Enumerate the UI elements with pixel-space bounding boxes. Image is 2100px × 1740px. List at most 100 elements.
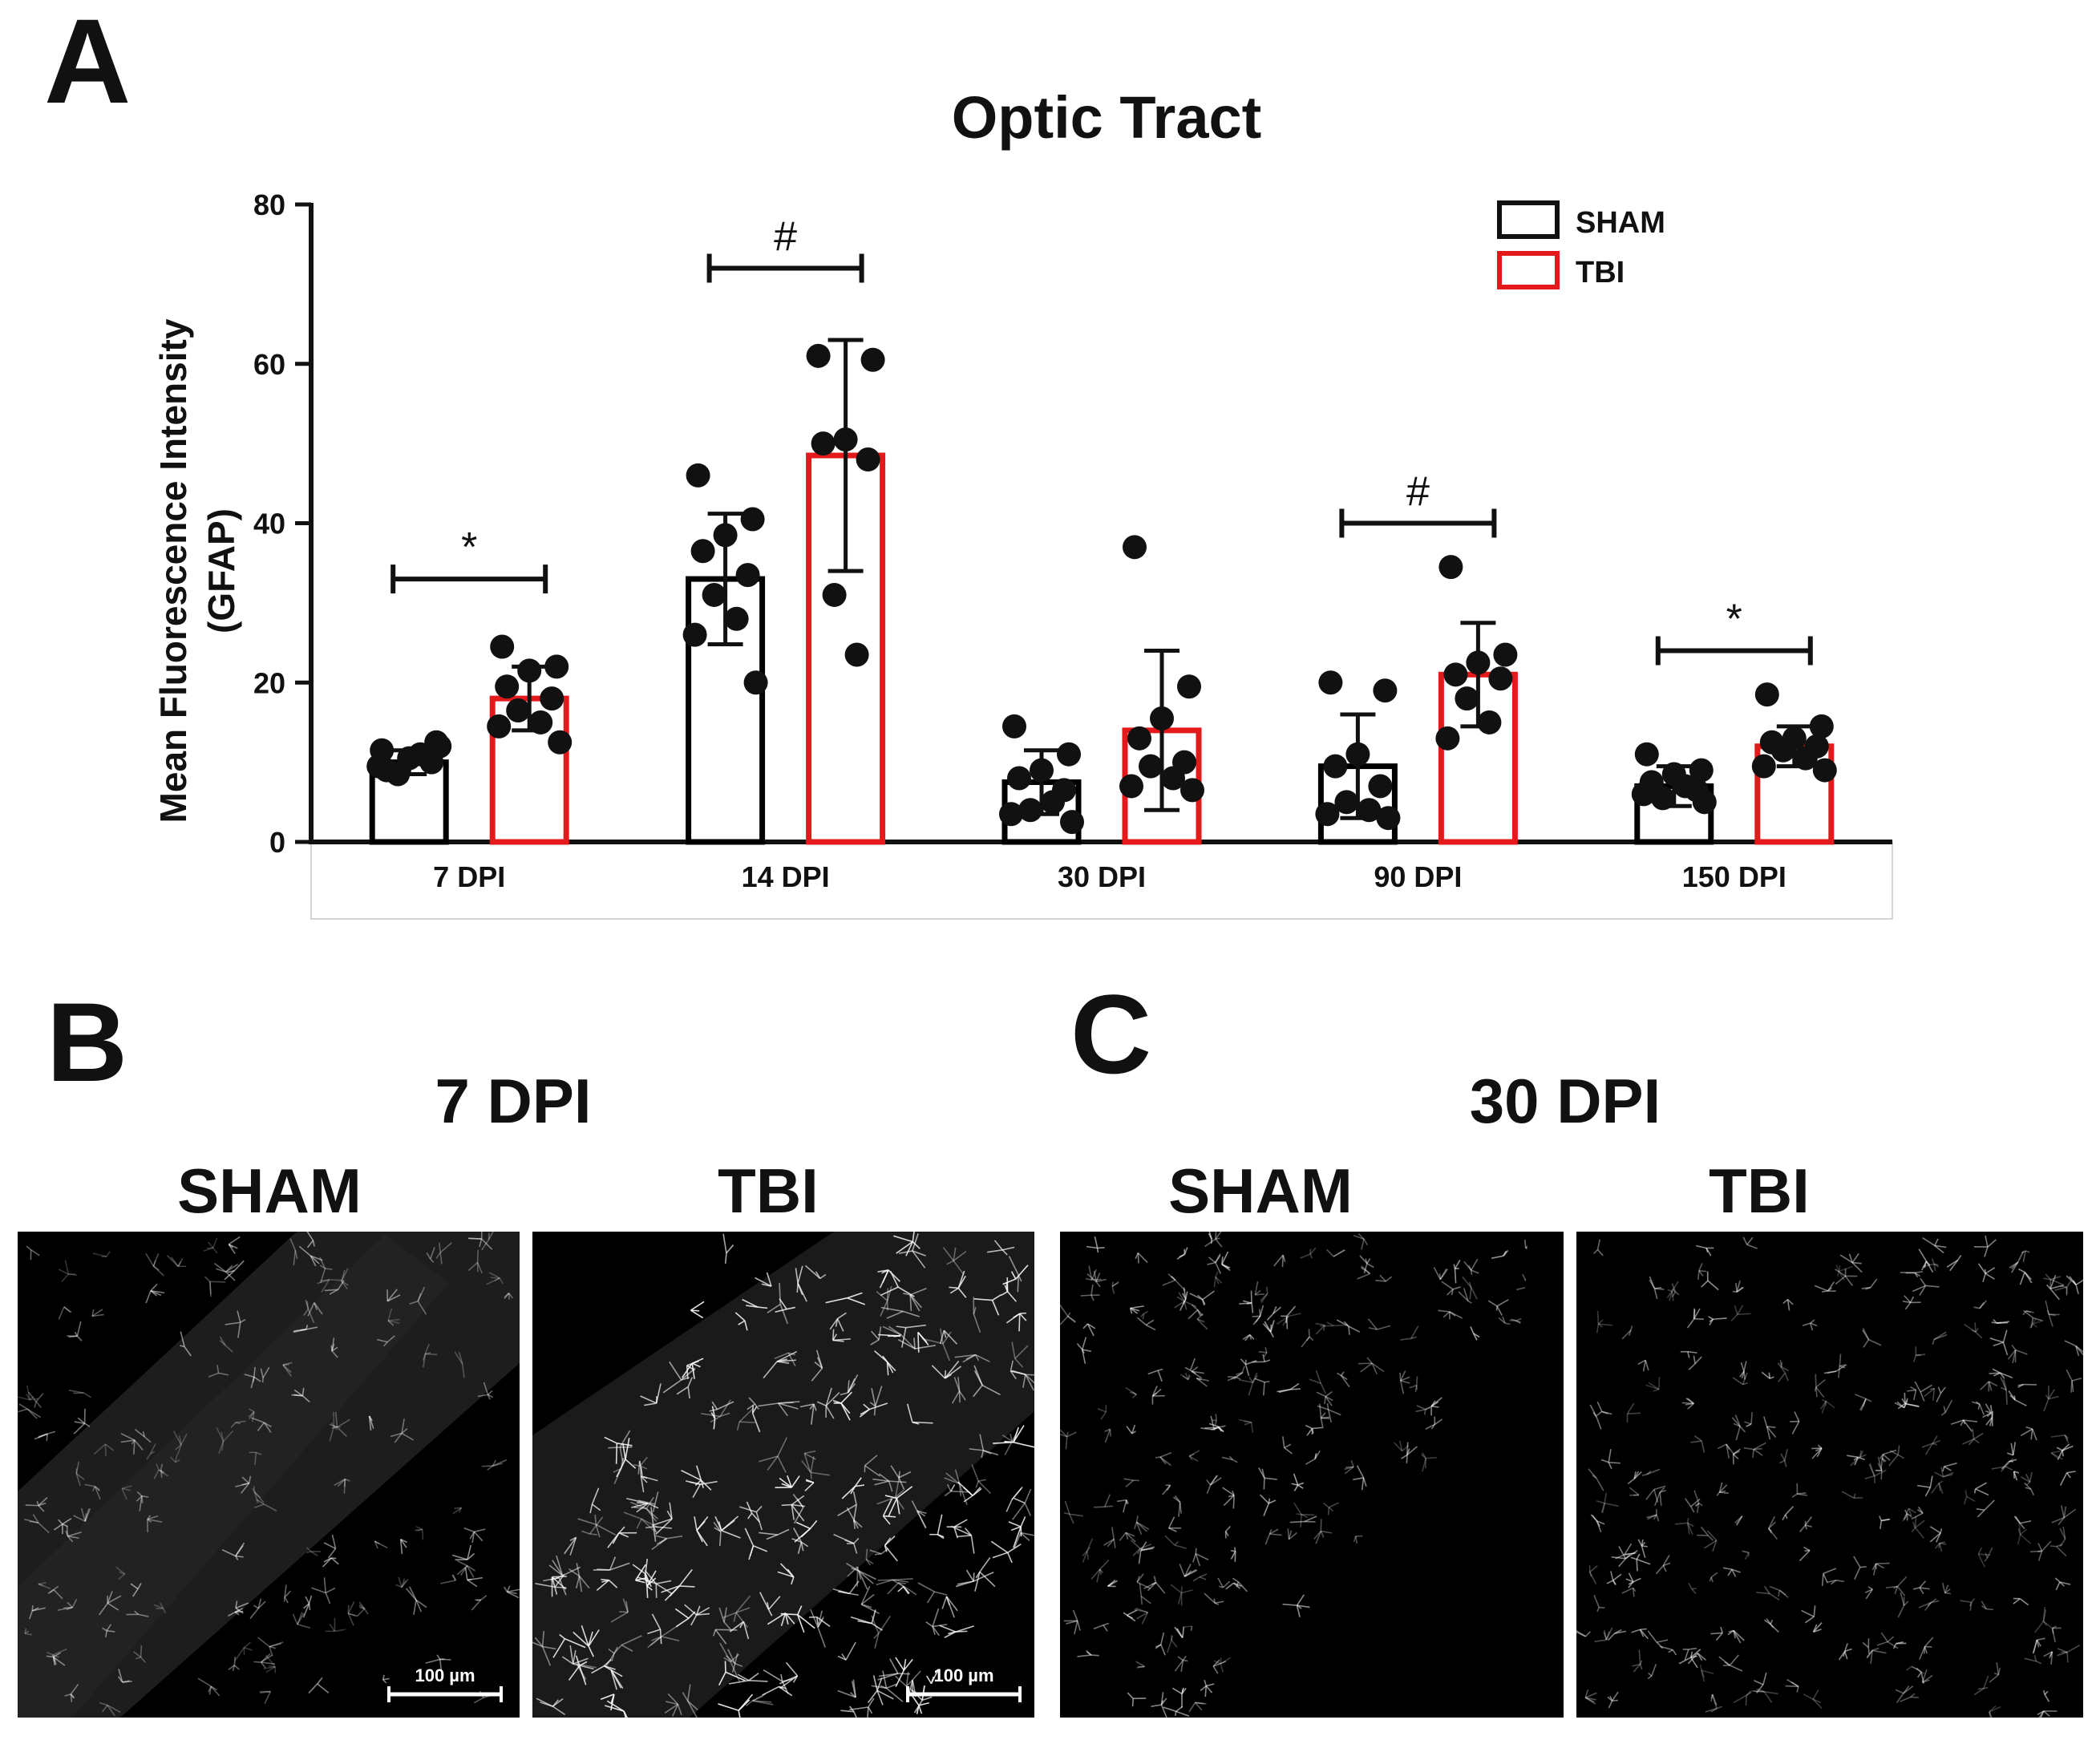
astrocyte — [1002, 1265, 1029, 1285]
astrocyte — [1258, 1347, 1268, 1358]
astrocyte — [1621, 1325, 1633, 1340]
astrocyte — [1082, 1538, 1094, 1564]
astrocyte — [1204, 1592, 1224, 1606]
astrocyte — [1401, 1442, 1418, 1464]
astrocyte — [607, 1526, 637, 1548]
astrocyte — [1353, 1535, 1363, 1544]
astrocyte — [283, 1584, 292, 1604]
astrocyte — [1189, 1290, 1215, 1306]
astrocyte — [504, 1293, 514, 1300]
astrocyte — [1940, 1399, 1953, 1416]
astrocyte — [1900, 1271, 1924, 1278]
astrocyte — [208, 1365, 229, 1378]
astrocyte — [1103, 1527, 1116, 1548]
astrocyte — [1206, 1475, 1222, 1494]
astrocyte — [1005, 1486, 1023, 1512]
astrocyte — [576, 1663, 597, 1681]
astrocyte — [2013, 1597, 2029, 1606]
astrocyte — [1734, 1690, 1752, 1706]
astrocyte — [1790, 1411, 1800, 1434]
point-sham-150-dpi-7 — [1631, 782, 1656, 807]
astrocyte — [1897, 1392, 1920, 1410]
astrocyte — [634, 1564, 646, 1584]
astrocyte — [1666, 1281, 1679, 1301]
astrocyte — [751, 1405, 761, 1433]
astrocyte — [1316, 1390, 1333, 1406]
astrocyte — [468, 1223, 493, 1250]
point-sham-150-dpi-1 — [1689, 758, 1714, 783]
astrocyte — [1233, 1366, 1245, 1380]
astrocyte — [24, 1628, 32, 1636]
point-tbi-14-dpi-0 — [806, 343, 831, 368]
astrocyte — [1932, 1331, 1948, 1345]
astrocyte — [2001, 1459, 2017, 1470]
astrocyte — [1862, 1638, 1870, 1654]
astrocyte — [1705, 1702, 1723, 1713]
astrocyte — [1839, 1252, 1863, 1273]
astrocyte — [1853, 1556, 1867, 1580]
astrocyte — [1487, 1299, 1509, 1316]
astrocyte — [1777, 1362, 1790, 1382]
astrocyte — [1213, 1657, 1232, 1673]
astrocyte — [887, 1582, 917, 1596]
astrocyte — [1904, 1509, 1912, 1521]
panel-a-label: A — [44, 0, 131, 128]
astrocyte — [1590, 1514, 1605, 1532]
point-sham-30-dpi-2 — [1030, 758, 1054, 783]
micrograph-c-tbi — [1573, 1232, 2088, 1724]
astrocyte — [1176, 1247, 1188, 1260]
astrocyte — [1063, 1609, 1081, 1635]
astrocyte — [1239, 1372, 1258, 1396]
astrocyte — [1212, 1414, 1217, 1426]
micrograph-b-sham: 100 µm — [13, 1223, 521, 1718]
astrocyte — [2007, 1442, 2017, 1456]
astrocyte — [1627, 1471, 1642, 1485]
legend-label-sham: SHAM — [1576, 206, 1665, 240]
astrocyte — [172, 1430, 188, 1455]
astrocyte — [25, 1497, 48, 1512]
astrocyte — [334, 1478, 350, 1494]
astrocyte — [1885, 1576, 1908, 1596]
point-sham-30-dpi-3 — [1007, 766, 1031, 791]
astrocyte — [405, 1586, 427, 1615]
astrocyte — [1645, 1485, 1666, 1503]
astrocyte — [1681, 1398, 1694, 1410]
astrocyte — [481, 1459, 508, 1471]
astrocyte — [804, 1479, 815, 1492]
astrocyte — [993, 1425, 1035, 1448]
astrocyte — [1659, 1645, 1677, 1656]
point-tbi-30-dpi-0 — [1123, 535, 1147, 560]
astrocyte — [1573, 1629, 1592, 1637]
astrocyte — [467, 1249, 484, 1274]
point-sham-14-dpi-0 — [686, 463, 710, 488]
astrocyte — [1204, 1425, 1226, 1433]
astrocyte — [1182, 1625, 1193, 1632]
astrocyte — [1293, 1502, 1315, 1528]
astrocyte — [414, 1526, 424, 1540]
astrocyte — [532, 1631, 556, 1666]
astrocyte — [1252, 1354, 1271, 1363]
astrocyte — [568, 1655, 588, 1685]
astrocyte — [1912, 1580, 1930, 1595]
astrocyte — [368, 1415, 374, 1431]
astrocyte — [409, 1286, 427, 1315]
astrocyte — [1162, 1484, 1171, 1495]
astrocyte — [1593, 1595, 1605, 1613]
astrocyte — [775, 1298, 795, 1313]
astrocyte — [596, 1578, 618, 1591]
astrocyte — [203, 1237, 218, 1254]
astrocyte — [130, 1583, 142, 1597]
astrocyte — [1425, 1416, 1442, 1430]
astrocyte — [2057, 1645, 2081, 1663]
legend: SHAM TBI — [1497, 200, 1665, 289]
astrocyte — [471, 1595, 488, 1611]
astrocyte — [736, 1407, 756, 1430]
astrocyte — [1764, 1618, 1779, 1633]
astrocyte — [2008, 1390, 2027, 1406]
astrocyte — [1744, 1411, 1753, 1427]
astrocyte — [951, 1377, 966, 1404]
astrocyte — [1239, 1290, 1254, 1313]
astrocyte — [1258, 1467, 1277, 1490]
astrocyte — [1973, 1482, 1989, 1496]
astrocyte — [1880, 1458, 1887, 1471]
